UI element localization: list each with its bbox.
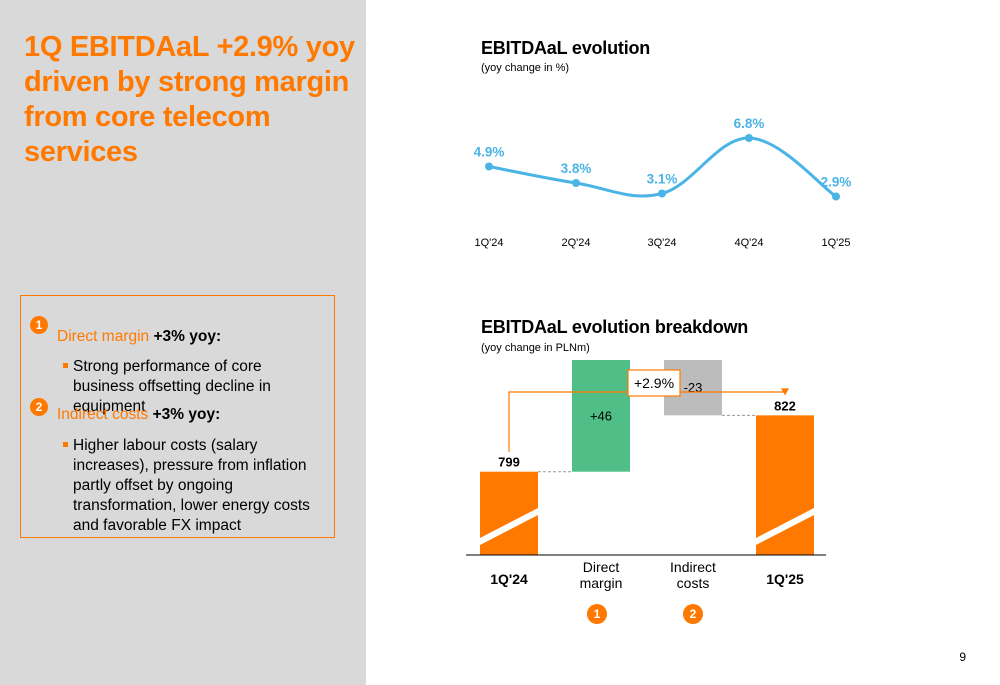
waterfall-bar <box>756 415 814 555</box>
bullet-square-icon <box>63 363 68 368</box>
driver-change: +3% yoy: <box>152 406 221 423</box>
data-label: 3.8% <box>561 161 592 176</box>
commentary-box: 1 Direct margin +3% yoy: Strong performa… <box>20 295 335 538</box>
x-tick-label: Indirect <box>670 559 716 575</box>
data-label: +46 <box>590 408 612 423</box>
driver-bullet-text: Strong performance of core business offs… <box>73 358 271 415</box>
line-chart-title: EBITDAaL evolution <box>481 38 651 58</box>
data-label: -23 <box>684 380 703 395</box>
data-label: 2.9% <box>821 175 852 190</box>
x-tick-label: 1Q'25 <box>821 237 850 249</box>
x-tick-label: Direct <box>583 559 620 575</box>
driver-bullet: Higher labour costs (salary increases), … <box>63 436 323 536</box>
data-point <box>572 179 580 187</box>
waterfall-chart-title: EBITDAaL evolution breakdown <box>481 317 749 337</box>
x-tick-label: 2Q'24 <box>561 237 590 249</box>
driver-bullet: Strong performance of core business offs… <box>63 357 323 417</box>
driver-title: Direct margin +3% yoy: <box>57 328 221 346</box>
x-tick-label: 1Q'24 <box>474 237 503 249</box>
left-panel: 1Q EBITDAaL +2.9% yoy driven by strong m… <box>0 0 366 685</box>
line-chart: 4.9% 1Q'24 3.8% 2Q'24 3.1% 3Q'24 6.8% 4Q'24 2.9%… <box>474 116 852 249</box>
page-title: 1Q EBITDAaL +2.9% yoy driven by strong m… <box>24 31 355 168</box>
line-chart-subtitle: (yoy change in %) <box>481 62 570 74</box>
annotation-label: +2.9% <box>634 375 674 391</box>
waterfall-chart-subtitle: (yoy change in PLNm) <box>481 342 590 354</box>
data-label: 6.8% <box>734 116 765 131</box>
number-badge: 1 <box>30 316 48 334</box>
data-point <box>485 162 493 171</box>
data-point <box>658 189 666 198</box>
arrow-head-icon <box>781 388 789 396</box>
x-tick-label: margin <box>580 575 623 591</box>
page-number: 9 <box>959 650 966 664</box>
driver-title: Indirect costs +3% yoy: <box>57 406 220 424</box>
x-tick-label: 4Q'24 <box>734 237 763 249</box>
waterfall-bar <box>572 360 630 472</box>
bullet-square-icon <box>63 442 68 447</box>
x-tick-label: 1Q'25 <box>766 571 804 587</box>
driver-name: Direct margin <box>57 328 150 345</box>
annotation-box <box>627 369 681 397</box>
data-label: 3.1% <box>647 172 678 187</box>
driver-bullet-text: Higher labour costs (salary increases), … <box>73 437 310 534</box>
category-badge-indirect-costs: 2 <box>683 604 703 624</box>
driver-name: Indirect costs <box>57 406 149 423</box>
data-point <box>745 134 753 142</box>
annotation-bracket <box>508 389 786 452</box>
number-badge: 2 <box>30 398 48 416</box>
data-label: 4.9% <box>474 145 505 160</box>
axis-break-mark <box>480 508 538 545</box>
x-tick-label: 1Q'24 <box>490 571 528 587</box>
x-tick-label: 3Q'24 <box>647 237 676 249</box>
x-tick-label: costs <box>677 575 710 591</box>
data-label: 822 <box>774 398 796 413</box>
axis-break-mark <box>756 508 814 545</box>
data-label: 799 <box>498 455 520 470</box>
category-badge-direct-margin: 1 <box>587 604 607 624</box>
driver-change: +3% yoy: <box>153 328 222 345</box>
series-line <box>487 136 838 198</box>
data-point <box>832 192 840 201</box>
